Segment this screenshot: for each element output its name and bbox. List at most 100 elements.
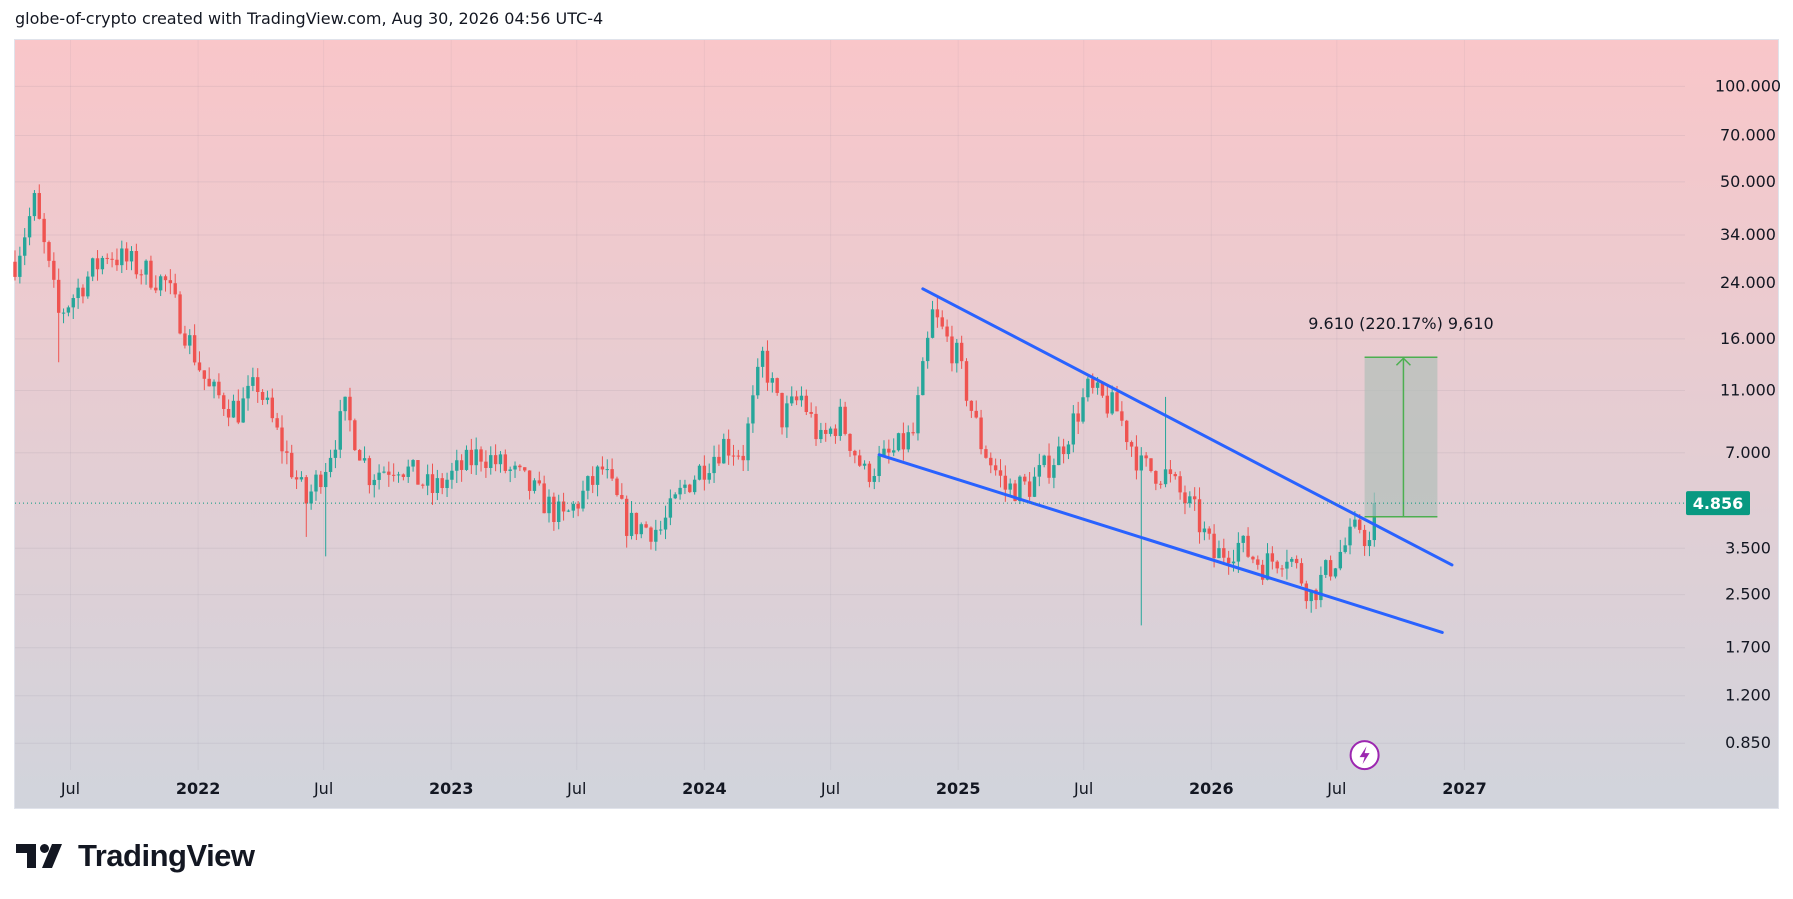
- chart-background: [15, 40, 1778, 808]
- candle: [566, 509, 571, 513]
- price-axis: 100.000 70.000 50.000 34.000 24.000 16.000 11.…: [1715, 76, 1781, 752]
- trendline-upper[interactable]: [921, 287, 1454, 567]
- candle: [251, 367, 255, 392]
- candle: [401, 473, 406, 481]
- candle: [1052, 458, 1056, 489]
- candle: [702, 455, 707, 491]
- candle: [241, 387, 245, 423]
- created-with: created with TradingView.com,: [141, 9, 387, 28]
- candle: [639, 522, 643, 539]
- candle: [124, 242, 129, 270]
- price-tick-label: 34.000: [1720, 225, 1776, 244]
- candle: [1333, 567, 1338, 579]
- candle: [644, 521, 648, 529]
- candle: [678, 479, 682, 500]
- candle: [935, 297, 940, 328]
- candle: [353, 418, 357, 452]
- candle: [1032, 467, 1037, 498]
- candle: [1057, 436, 1061, 466]
- candle: [688, 483, 692, 494]
- candle: [887, 439, 891, 464]
- candle: [649, 526, 653, 550]
- candle: [71, 294, 75, 320]
- candle: [47, 240, 51, 268]
- candle: [853, 449, 857, 464]
- candle: [1173, 471, 1177, 480]
- time-tick-label: Jul: [1326, 779, 1346, 798]
- candle: [450, 462, 454, 489]
- candle: [984, 445, 988, 459]
- candle: [760, 346, 765, 378]
- candle: [751, 385, 755, 433]
- candle: [542, 475, 546, 514]
- candle: [989, 452, 993, 474]
- candle: [790, 386, 794, 406]
- candle: [1197, 487, 1202, 544]
- chart-overlay: 4.856: [15, 491, 1750, 771]
- candle: [959, 335, 964, 369]
- time-tick-label: Jul: [566, 779, 586, 798]
- time-tick-label: Jul: [1073, 779, 1093, 798]
- candle: [100, 255, 105, 275]
- candle: [430, 463, 435, 505]
- candle: [527, 470, 532, 500]
- candle: [1217, 540, 1221, 559]
- candle: [586, 475, 590, 500]
- candle: [950, 325, 954, 372]
- candle: [523, 467, 527, 473]
- lightning-event-icon[interactable]: [1349, 740, 1380, 771]
- candle: [217, 373, 221, 399]
- candle: [1125, 419, 1129, 450]
- candle: [309, 484, 313, 510]
- candle: [925, 331, 930, 369]
- candle: [129, 246, 134, 271]
- candle: [785, 395, 789, 438]
- candle: [683, 479, 687, 495]
- candle: [537, 471, 542, 486]
- price-tick-label: 50.000: [1720, 172, 1776, 191]
- candle: [222, 392, 226, 416]
- trendline-lower[interactable]: [877, 453, 1444, 634]
- candle: [226, 399, 231, 427]
- tradingview-wordmark: TradingView: [78, 838, 255, 873]
- candle: [37, 184, 41, 220]
- candle: [231, 394, 236, 418]
- candle: [144, 259, 148, 285]
- candle: [891, 438, 896, 457]
- candle: [469, 438, 474, 474]
- candle: [634, 512, 639, 541]
- candle: [1280, 564, 1284, 577]
- candle: [1309, 589, 1313, 613]
- target-measure-label: 9.610 (220.17%) 9,610: [1308, 314, 1493, 333]
- candle: [600, 456, 605, 475]
- candle: [56, 268, 61, 363]
- candle: [877, 445, 881, 483]
- candle: [843, 401, 847, 436]
- candle: [610, 458, 614, 481]
- candle: [411, 459, 415, 472]
- author-name: globe-of-crypto: [15, 9, 137, 28]
- chart-header: globe-of-crypto created with TradingView…: [15, 9, 603, 28]
- price-tick-label: 3.500: [1725, 538, 1771, 557]
- candle: [1362, 524, 1367, 556]
- target-zone[interactable]: [1364, 357, 1438, 517]
- candle: [1192, 487, 1197, 511]
- candle: [323, 463, 328, 557]
- candle: [1222, 538, 1226, 565]
- candle: [1144, 452, 1148, 467]
- candle: [32, 190, 37, 221]
- candle: [27, 207, 32, 246]
- candle: [1037, 453, 1042, 487]
- candle: [52, 252, 56, 288]
- candle: [1086, 376, 1090, 402]
- candle: [1367, 531, 1372, 557]
- candle: [197, 351, 202, 372]
- candle: [615, 476, 619, 497]
- candlestick-series: [13, 184, 1377, 626]
- candle: [183, 325, 187, 349]
- candle: [120, 240, 124, 274]
- price-tick-label: 11.000: [1720, 380, 1776, 399]
- candle: [1178, 471, 1182, 500]
- candle: [1285, 549, 1289, 580]
